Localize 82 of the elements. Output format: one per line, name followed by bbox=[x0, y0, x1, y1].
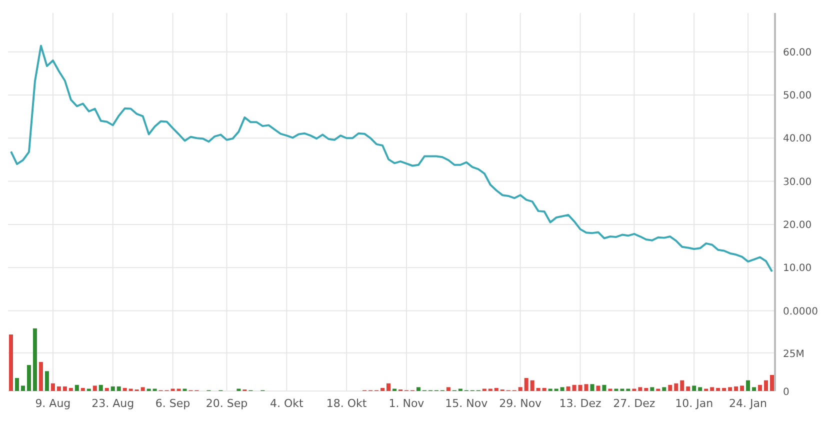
bar bbox=[9, 334, 13, 391]
x-tick-label: 13. Dez bbox=[559, 396, 602, 410]
x-tick-label: 10. Jan bbox=[675, 396, 714, 410]
bar bbox=[50, 383, 55, 391]
bar bbox=[686, 386, 690, 391]
bar bbox=[446, 387, 450, 391]
bar bbox=[104, 388, 109, 391]
bar bbox=[584, 384, 588, 391]
bar bbox=[716, 388, 720, 391]
bar bbox=[644, 388, 648, 391]
x-tick-label: 1. Nov bbox=[388, 396, 425, 410]
y2-tick-label: 0 bbox=[783, 387, 790, 398]
x-tick-label: 29. Nov bbox=[499, 396, 542, 410]
bar bbox=[698, 387, 702, 391]
bar bbox=[680, 380, 684, 391]
bar bbox=[62, 386, 67, 391]
bar bbox=[752, 387, 756, 391]
bar bbox=[74, 384, 79, 391]
bar bbox=[764, 380, 768, 391]
bar bbox=[668, 384, 672, 391]
line-series bbox=[10, 44, 774, 272]
bar bbox=[32, 328, 37, 391]
bar bbox=[122, 388, 127, 391]
bar bbox=[770, 374, 774, 391]
bar bbox=[740, 386, 744, 391]
bar bbox=[110, 386, 115, 391]
bar bbox=[674, 383, 678, 391]
bar bbox=[578, 384, 582, 391]
y-tick-label: 20.00 bbox=[783, 220, 812, 231]
x-tick-label: 15. Nov bbox=[445, 396, 488, 410]
bar bbox=[518, 387, 522, 391]
x-tick-label: 18. Okt bbox=[326, 396, 368, 410]
bar bbox=[386, 383, 391, 391]
y-tick-label: 50.00 bbox=[783, 90, 812, 102]
bar bbox=[26, 365, 31, 391]
bar bbox=[566, 386, 570, 391]
bar bbox=[14, 378, 19, 391]
bar bbox=[650, 387, 654, 391]
bar bbox=[98, 384, 103, 391]
bar bbox=[92, 386, 97, 391]
x-tick-label: 23. Aug bbox=[92, 396, 134, 410]
bar bbox=[524, 378, 528, 391]
bar bbox=[542, 388, 546, 391]
x-tick-label: 9. Aug bbox=[35, 396, 71, 410]
bar bbox=[80, 388, 85, 391]
bar bbox=[38, 362, 43, 391]
bar bbox=[20, 386, 25, 391]
bar bbox=[746, 380, 750, 391]
bar bbox=[734, 386, 738, 391]
y-tick-label: 60.00 bbox=[783, 47, 812, 58]
y-tick-label: 10.00 bbox=[783, 263, 812, 274]
bar bbox=[662, 387, 666, 391]
y-tick-label: 30.00 bbox=[783, 176, 812, 188]
bar bbox=[536, 388, 540, 391]
bar bbox=[380, 388, 385, 391]
y-tick-label: 40.00 bbox=[783, 134, 812, 145]
bar bbox=[416, 387, 420, 391]
bar bbox=[68, 388, 73, 391]
bar bbox=[560, 387, 564, 391]
bar bbox=[638, 387, 642, 391]
x-tick-label: 6. Sep bbox=[155, 396, 190, 410]
bar bbox=[590, 384, 594, 391]
x-tick-label: 20. Sep bbox=[206, 396, 248, 410]
bar bbox=[710, 387, 714, 391]
y-tick-label: 0.0000 bbox=[783, 306, 818, 318]
bar bbox=[758, 384, 762, 391]
x-tick-label: 24. Jan bbox=[729, 396, 768, 410]
bar bbox=[596, 386, 600, 391]
bar bbox=[530, 380, 534, 391]
bar bbox=[728, 387, 732, 391]
bar bbox=[722, 388, 726, 391]
x-tick-label: 4. Okt bbox=[270, 396, 304, 410]
bar bbox=[44, 371, 49, 391]
y2-tick-label: 25M bbox=[783, 348, 804, 360]
bar bbox=[494, 388, 498, 391]
bar bbox=[692, 386, 696, 391]
bar bbox=[572, 384, 576, 391]
bar bbox=[56, 386, 61, 391]
bar bbox=[116, 386, 121, 391]
bar bbox=[140, 387, 145, 391]
bar bbox=[602, 384, 606, 391]
x-tick-label: 27. Dez bbox=[613, 396, 656, 410]
